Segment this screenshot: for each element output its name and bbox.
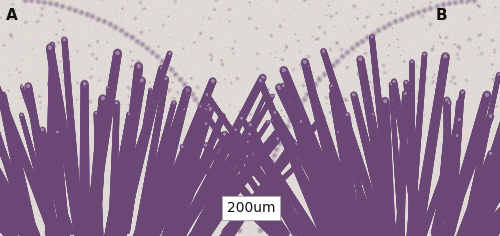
Text: B: B <box>436 8 448 23</box>
Text: A: A <box>6 8 18 23</box>
Text: 200um: 200um <box>227 201 275 215</box>
